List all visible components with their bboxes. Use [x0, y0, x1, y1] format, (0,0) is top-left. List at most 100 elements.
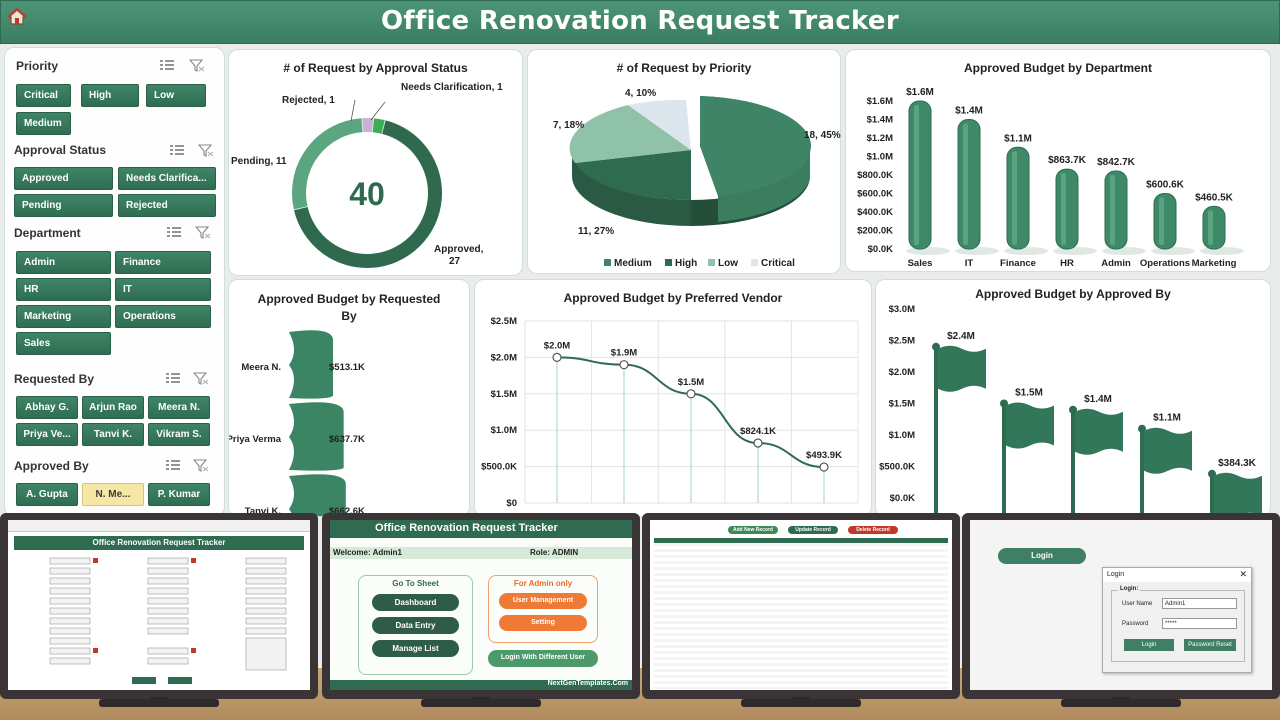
y-tick-label: $600.0K [857, 189, 893, 200]
slicer-title-department: Department [14, 226, 81, 240]
multi-select-icon[interactable] [159, 59, 175, 72]
bar-highlight [1208, 210, 1213, 245]
bar-priyaverma [289, 402, 344, 471]
chart-requested-by: Approved Budget by Requested By Meera N.… [228, 279, 470, 517]
slicer-dept-it[interactable]: IT [115, 278, 211, 301]
y-tick-label: $0 [506, 498, 517, 509]
bar-marketing [1202, 205, 1226, 250]
x-tick-label: Admin [1101, 258, 1131, 269]
password-field[interactable]: ***** [1162, 618, 1237, 629]
dashboard-button[interactable]: Dashboard [372, 594, 459, 611]
username-field[interactable]: Admin1 [1162, 598, 1237, 609]
home-icon[interactable] [7, 7, 27, 27]
slicer-status-approved[interactable]: Approved [14, 167, 113, 190]
slicer-status-needs-clarification[interactable]: Needs Clarifica... [118, 167, 216, 190]
slicer-requester-abhay[interactable]: Abhay G. [16, 396, 78, 419]
data-label: $513.1K [329, 362, 365, 373]
slicer-priority-medium[interactable]: Medium [16, 112, 71, 135]
slicer-requester-arjun[interactable]: Arjun Rao [82, 396, 144, 419]
multi-select-icon[interactable] [165, 459, 181, 472]
slicer-priority-critical[interactable]: Critical [16, 84, 71, 107]
username-label: User Name [1122, 601, 1153, 607]
slicer-dept-operations[interactable]: Operations [115, 305, 211, 328]
y-tick-label: $200.0K [857, 226, 893, 237]
slicer-approver-nme-selected[interactable]: N. Me... [82, 483, 144, 506]
slicer-dept-finance[interactable]: Finance [115, 251, 211, 274]
clear-filter-icon[interactable] [193, 459, 209, 472]
clear-filter-icon[interactable] [189, 59, 205, 72]
monitor-list-preview: Add New Record Update Record Delete Reco… [642, 513, 960, 699]
add-record-button[interactable]: Add New Record [728, 526, 778, 534]
clear-filter-icon[interactable] [195, 226, 211, 239]
setting-button[interactable]: Setting [499, 615, 587, 631]
bar-it [957, 119, 981, 250]
slicer-title-requested-by: Requested By [14, 372, 95, 386]
data-label: $1.1M [1153, 413, 1181, 424]
data-label: $2.0M [544, 340, 570, 351]
legend-medium: Medium [614, 258, 652, 269]
data-point [619, 360, 629, 370]
login-bg-button[interactable]: Login [998, 548, 1086, 564]
clear-filter-icon[interactable] [198, 144, 214, 157]
update-record-button[interactable]: Update Record [788, 526, 838, 534]
monitor-home-preview: Office Renovation Request Tracker Welcom… [322, 513, 640, 699]
x-tick-label: IT [965, 258, 974, 269]
multi-select-icon[interactable] [166, 226, 182, 239]
slicer-status-pending[interactable]: Pending [14, 194, 113, 217]
password-reset-button[interactable]: Password Reset [1184, 639, 1236, 651]
donut-center-total: 40 [349, 176, 385, 212]
donut-slice-approved [294, 120, 442, 268]
data-label: $863.7K [1048, 155, 1087, 166]
x-tick-label: Marketing [1192, 258, 1237, 269]
slicer-dept-hr[interactable]: HR [16, 278, 111, 301]
data-entry-button[interactable]: Data Entry [372, 617, 459, 634]
list-rows [654, 543, 948, 689]
slicer-approver-agupta[interactable]: A. Gupta [16, 483, 78, 506]
slicer-requester-tanvi[interactable]: Tanvi K. [82, 423, 144, 446]
y-tick-label: $1.5M [491, 389, 517, 400]
user-management-button[interactable]: User Management [499, 593, 587, 609]
label-pending: Pending, 11 [231, 156, 287, 167]
y-tick-label: $0.0K [868, 244, 893, 255]
chart-approval-status: # of Request by Approval Status 40 Rejec… [228, 49, 523, 276]
multi-select-icon[interactable] [169, 144, 185, 157]
legend-high: High [675, 258, 697, 269]
slicer-requester-priya[interactable]: Priya Ve... [16, 423, 78, 446]
page-title: Office Renovation Request Tracker [381, 6, 899, 36]
close-icon[interactable]: ✕ [1239, 569, 1247, 579]
welcome-text: Welcome: Admin1 [333, 548, 402, 557]
login-different-user-button[interactable]: Login With Different User [488, 650, 598, 667]
legend-swatch-high [665, 259, 672, 266]
data-point [686, 389, 696, 399]
data-point [552, 352, 562, 363]
data-label: $1.5M [678, 377, 704, 388]
login-dialog: Login ✕ Login: User Name Admin1 Password … [1102, 567, 1252, 673]
y-tick-label: $1.0M [889, 430, 915, 441]
label-low: 7, 18% [553, 120, 584, 131]
slicer-requester-meera[interactable]: Meera N. [148, 396, 210, 419]
login-button[interactable]: Login [1124, 639, 1174, 651]
delete-record-button[interactable]: Delete Record [848, 526, 898, 534]
y-tick-label: $1.0M [867, 152, 893, 163]
slicer-approver-pkumar[interactable]: P. Kumar [148, 483, 210, 506]
slicer-dept-sales[interactable]: Sales [16, 332, 111, 355]
clear-filter-icon[interactable] [193, 372, 209, 385]
x-tick-label: Sales [908, 258, 933, 269]
slicer-dept-marketing[interactable]: Marketing [16, 305, 111, 328]
bar-operations [1153, 192, 1177, 250]
slicer-priority-low[interactable]: Low [146, 84, 206, 107]
chart-title: Approved Budget by Preferred Vendor [563, 291, 783, 305]
slicer-title-approval-status: Approval Status [14, 143, 107, 157]
chart-department: Approved Budget by Department $1.6M $1.4M… [845, 49, 1271, 272]
x-tick-label: HR [1060, 258, 1074, 269]
pie-side [572, 150, 691, 226]
slicer-priority-high[interactable]: High [81, 84, 139, 107]
manage-list-button[interactable]: Manage List [372, 640, 459, 657]
chart-title: # of Request by Priority [616, 61, 752, 75]
slicer-status-rejected[interactable]: Rejected [118, 194, 216, 217]
y-tick-label: $400.0K [857, 207, 893, 218]
slicer-requester-vikram[interactable]: Vikram S. [148, 423, 210, 446]
multi-select-icon[interactable] [165, 372, 181, 385]
slicer-dept-admin[interactable]: Admin [16, 251, 111, 274]
donut-slice-needs-clarification [372, 118, 385, 134]
